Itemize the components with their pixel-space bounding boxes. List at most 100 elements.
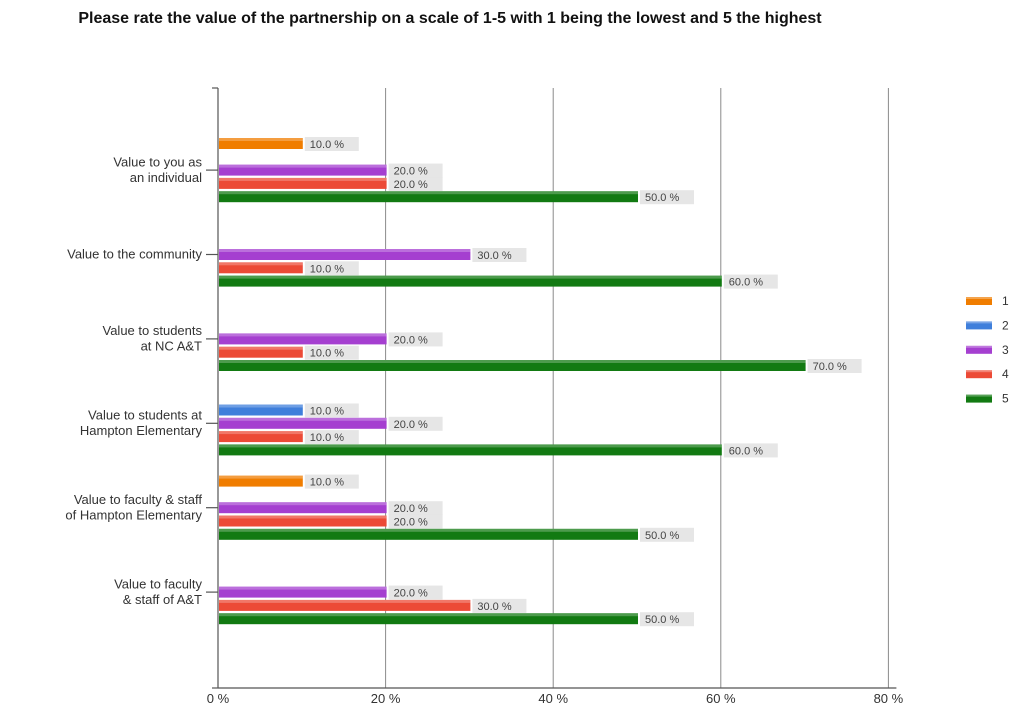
bar-highlight bbox=[219, 404, 303, 408]
y-category-label: Value to the community bbox=[67, 247, 202, 262]
bar bbox=[219, 275, 722, 287]
y-category-label: & staff of A&T bbox=[123, 592, 202, 607]
data-label: 10.0 % bbox=[310, 263, 344, 275]
data-label: 20.0 % bbox=[394, 588, 428, 600]
y-category-label: Value to students bbox=[103, 323, 203, 338]
bar-highlight bbox=[219, 346, 303, 350]
data-label-bg bbox=[388, 416, 443, 431]
data-label-bg bbox=[304, 137, 359, 151]
data-label: 20.0 % bbox=[394, 503, 428, 515]
data-label: 50.0 % bbox=[645, 530, 679, 542]
data-label-bg bbox=[723, 274, 778, 289]
bar-highlight bbox=[219, 333, 387, 337]
x-tick-label: 0 % bbox=[207, 691, 230, 706]
legend-swatch-highlight bbox=[966, 394, 992, 397]
legend-swatch bbox=[966, 370, 992, 379]
data-label-bg bbox=[304, 345, 359, 360]
bar bbox=[219, 613, 638, 625]
bar bbox=[219, 164, 387, 176]
data-label: 20.0 % bbox=[394, 179, 428, 191]
bar bbox=[219, 528, 638, 540]
data-label: 30.0 % bbox=[477, 250, 511, 262]
bar bbox=[219, 249, 471, 260]
data-label: 20.0 % bbox=[394, 166, 428, 178]
legend-swatch-highlight bbox=[966, 321, 992, 324]
bar bbox=[219, 138, 303, 149]
data-label: 60.0 % bbox=[729, 277, 763, 289]
bar-highlight bbox=[219, 515, 387, 519]
bar-highlight bbox=[219, 275, 722, 279]
data-label-bg bbox=[388, 514, 443, 529]
data-label-bg bbox=[807, 359, 862, 373]
x-tick-label: 20 % bbox=[371, 691, 401, 706]
data-label-bg bbox=[640, 612, 694, 627]
bar bbox=[219, 262, 303, 274]
legend-swatch bbox=[966, 345, 992, 354]
bar bbox=[219, 177, 387, 189]
bar bbox=[219, 417, 387, 429]
bar bbox=[219, 475, 303, 487]
bar bbox=[219, 431, 303, 443]
bar-highlight bbox=[219, 444, 722, 448]
data-label-bg bbox=[388, 585, 443, 600]
bar-highlight bbox=[219, 177, 387, 181]
x-tick-label: 60 % bbox=[706, 691, 736, 706]
bar-highlight bbox=[219, 262, 303, 266]
bar-highlight bbox=[219, 360, 806, 363]
legend-label: 3 bbox=[1002, 343, 1009, 357]
data-label: 10.0 % bbox=[310, 432, 344, 444]
bar-highlight bbox=[219, 475, 303, 479]
data-label-bg bbox=[304, 474, 359, 489]
data-label-bg bbox=[640, 527, 694, 542]
bar bbox=[219, 360, 806, 371]
legend-swatch-highlight bbox=[966, 370, 992, 373]
data-label-bg bbox=[388, 332, 443, 347]
bar-highlight bbox=[219, 586, 387, 590]
data-label: 60.0 % bbox=[729, 445, 763, 457]
bar bbox=[219, 444, 722, 456]
data-label-bg bbox=[388, 163, 443, 178]
data-label-bg bbox=[640, 190, 694, 205]
legend-swatch-highlight bbox=[966, 297, 992, 299]
legend-swatch bbox=[966, 297, 992, 305]
legend-label: 2 bbox=[1002, 318, 1009, 332]
x-tick-label: 40 % bbox=[538, 691, 568, 706]
legend-swatch bbox=[966, 321, 992, 330]
bar bbox=[219, 586, 387, 598]
data-label: 20.0 % bbox=[394, 334, 428, 346]
data-label: 20.0 % bbox=[394, 517, 428, 529]
legend-label: 1 bbox=[1002, 294, 1009, 308]
bar-highlight bbox=[219, 164, 387, 168]
y-category-label: Value to faculty & staff bbox=[74, 492, 203, 507]
bar bbox=[219, 404, 303, 416]
data-label-bg bbox=[304, 403, 359, 418]
bar-highlight bbox=[219, 191, 638, 195]
y-category-label: Value to faculty bbox=[114, 576, 202, 591]
y-category-label: Hampton Elementary bbox=[80, 423, 203, 438]
bar-highlight bbox=[219, 249, 471, 252]
data-label-bg bbox=[723, 443, 778, 458]
data-label-bg bbox=[472, 248, 527, 262]
data-label: 70.0 % bbox=[813, 361, 847, 373]
data-label-bg bbox=[304, 430, 359, 445]
legend-label: 4 bbox=[1002, 367, 1009, 381]
y-category-label: of Hampton Elementary bbox=[65, 507, 202, 522]
data-label-bg bbox=[472, 598, 527, 613]
data-label: 50.0 % bbox=[645, 614, 679, 626]
bar bbox=[219, 515, 387, 527]
y-category-label: at NC A&T bbox=[141, 339, 202, 354]
bar bbox=[219, 599, 471, 611]
bar bbox=[219, 346, 303, 358]
bar-highlight bbox=[219, 599, 471, 603]
bar-highlight bbox=[219, 417, 387, 421]
x-tick-label: 80 % bbox=[874, 691, 904, 706]
data-label-bg bbox=[304, 261, 359, 276]
data-label: 20.0 % bbox=[394, 419, 428, 431]
data-label: 10.0 % bbox=[310, 477, 344, 489]
y-category-label: Value to students at bbox=[88, 408, 202, 423]
data-label: 10.0 % bbox=[310, 348, 344, 360]
data-label-bg bbox=[388, 501, 443, 516]
bar-highlight bbox=[219, 528, 638, 532]
data-label: 10.0 % bbox=[310, 139, 344, 151]
